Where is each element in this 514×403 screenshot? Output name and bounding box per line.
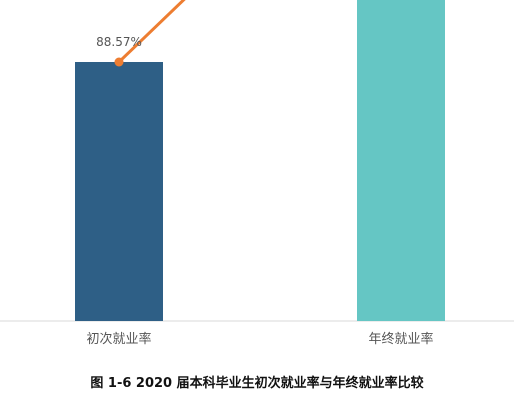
figure-caption: 图 1-6 2020 届本科毕业生初次就业率与年终就业率比较 [90,376,424,391]
bar-2 [357,0,445,321]
trend-line [117,0,186,64]
bar-1 [75,62,163,321]
value-label-1: 88.57% [96,35,142,49]
trend-point-1 [114,57,124,67]
category-label-2: 年终就业率 [368,331,433,347]
category-label-1: 初次就业率 [86,331,151,347]
